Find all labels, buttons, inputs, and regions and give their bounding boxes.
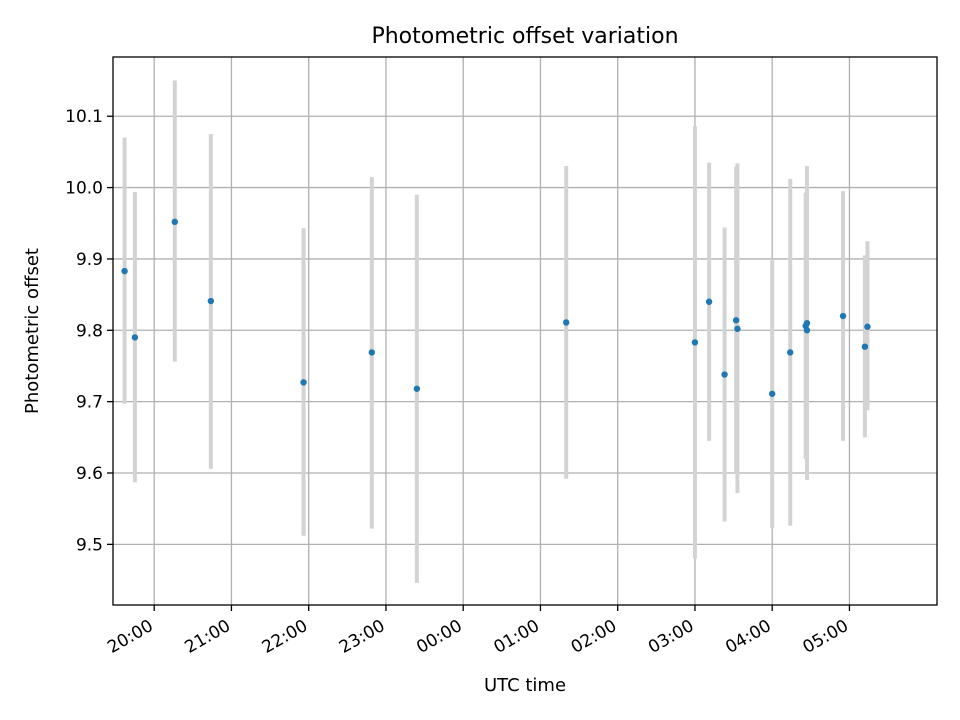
data-point	[732, 317, 740, 324]
y-axis: 9.5 9.6 9.7 9.8 9.9 10.0 10.1	[65, 107, 113, 555]
data-point	[171, 218, 178, 226]
data-point	[121, 267, 128, 275]
y-tick-label: 9.6	[76, 464, 103, 484]
y-tick-label: 9.5	[76, 535, 103, 555]
data-point	[734, 325, 741, 333]
data-point	[861, 343, 869, 350]
y-tick-label: 10.1	[65, 107, 103, 127]
data-point	[839, 312, 847, 320]
x-axis-label: UTC time	[484, 675, 566, 696]
y-tick-label: 9.7	[76, 393, 103, 413]
y-axis-label: Photometric offset	[22, 248, 43, 414]
data-point	[769, 390, 776, 397]
data-point	[864, 323, 871, 330]
data-point	[131, 334, 139, 341]
data-point	[691, 339, 699, 346]
data-points	[121, 218, 871, 397]
data-point	[300, 379, 307, 386]
y-tick-label: 9.9	[76, 250, 103, 270]
data-point	[368, 349, 375, 356]
data-point	[207, 297, 215, 305]
data-point	[803, 319, 811, 327]
y-tick-label: 10.0	[65, 179, 103, 199]
plot-frame	[112, 56, 938, 606]
y-tick-label: 9.8	[76, 321, 103, 341]
chart-title: Photometric offset variation	[371, 24, 678, 49]
data-point	[803, 327, 811, 334]
data-point	[413, 385, 421, 392]
data-point	[563, 319, 570, 326]
grid	[113, 57, 937, 605]
data-point	[705, 298, 713, 305]
data-point	[721, 371, 728, 378]
data-point	[787, 349, 794, 356]
